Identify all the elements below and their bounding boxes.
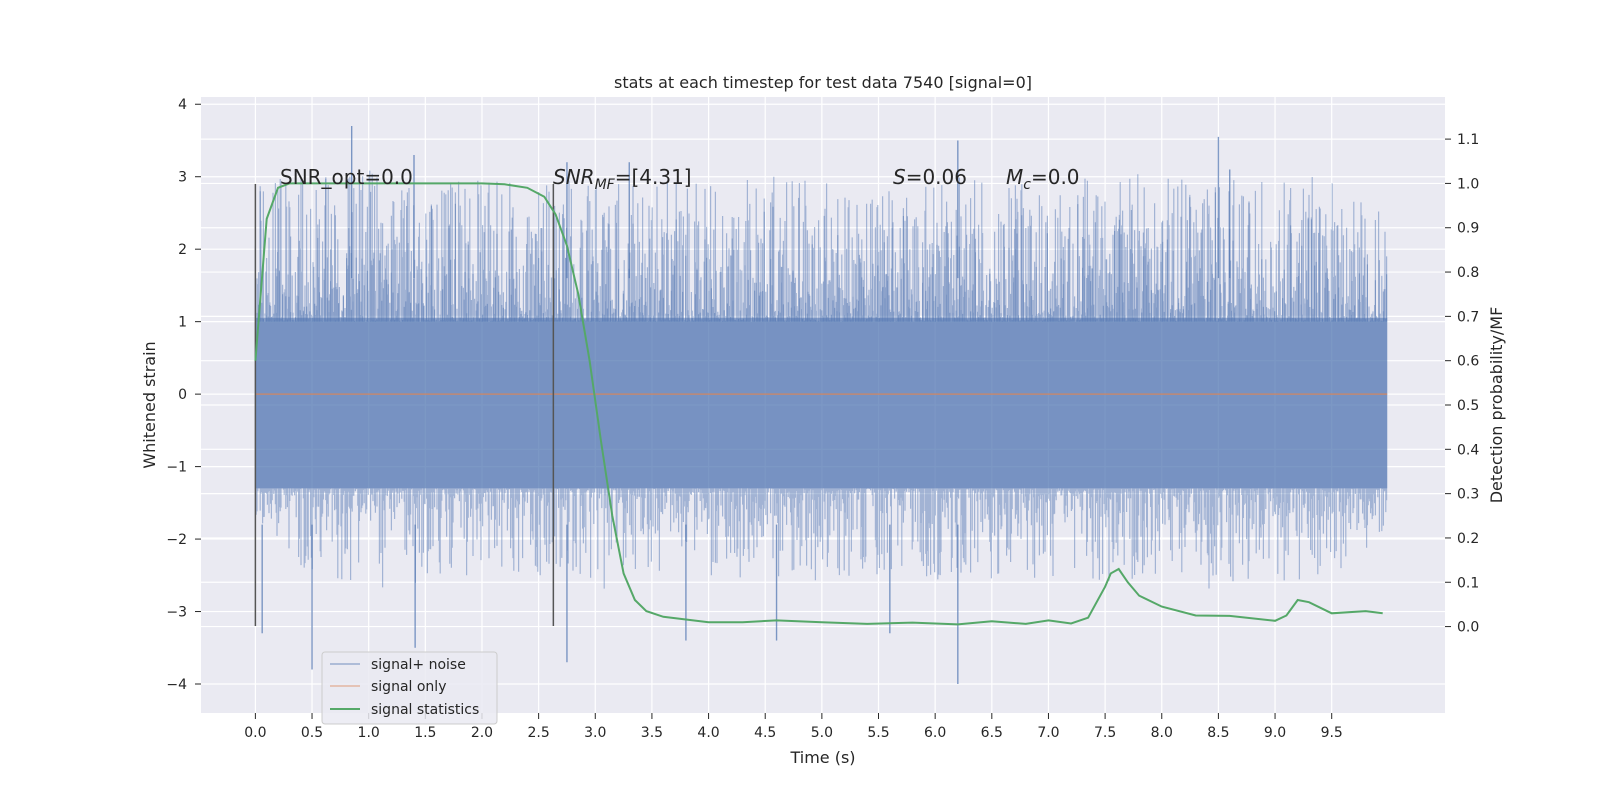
y-tick-label-1: 3 [178,170,187,186]
x-tick-label-19: 9.5 [1321,725,1343,741]
x-tick-label-15: 7.5 [1094,725,1116,741]
y-tick-label-8: −4 [166,677,187,693]
x-tick-label-14: 7.0 [1037,725,1059,741]
y2-tick-label-11: 0.0 [1457,620,1479,636]
y-tick-label-6: −2 [166,532,187,548]
y-tick-label-5: −1 [166,460,187,476]
y2-tick-label-7: 0.4 [1457,442,1479,458]
mc-value: =0.0 [1031,165,1080,189]
y2-tick-label-4: 0.7 [1457,309,1479,325]
x-tick-label-1: 0.5 [301,725,323,741]
legend-label-signal-noise: signal+ noise [371,657,466,673]
x-tick-label-16: 8.0 [1151,725,1173,741]
x-tick-label-6: 3.0 [584,725,606,741]
legend: signal+ noise signal only signal statist… [321,651,498,725]
y2-tick-label-2: 0.9 [1457,221,1479,237]
legend-label-signal-statistics: signal statistics [371,702,479,718]
x-tick-label-7: 3.5 [641,725,663,741]
legend-label-signal-only: signal only [371,679,446,695]
x-axis-label: Time (s) [789,748,855,767]
noise-trace-upper [256,176,1388,322]
y2-tick-label-9: 0.2 [1457,531,1479,547]
y-tick-label-0: 4 [178,97,187,113]
marker-lines [254,183,555,627]
snr-mf-value: =[4.31] [615,165,692,189]
chart-title: stats at each timestep for test data 754… [614,73,1032,92]
snr-mf-symbol: SNR [553,165,595,189]
y-tick-label-2: 2 [178,242,187,258]
annotation-snr-opt: SNR_opt=0.0 [280,165,413,189]
y2-tick-label-3: 0.8 [1457,265,1479,281]
y2-tick-label-5: 0.6 [1457,354,1479,370]
axis-ticks: 0.0 0.5 1.0 1.5 2.0 2.5 3.0 3.5 4.0 4.5 5.0 5.5 6.0 6… [166,97,1479,741]
y-tick-label-4: 0 [178,387,187,403]
x-tick-label-17: 8.5 [1207,725,1229,741]
annotation-snr-mf: SNRMF=[4.31] [553,165,692,193]
x-tick-label-13: 6.5 [981,725,1003,741]
legend-box [321,651,498,725]
x-tick-label-11: 5.5 [867,725,889,741]
mc-subscript: c [1023,177,1031,193]
snr-mf-subscript: MF [595,177,616,193]
x-tick-label-0: 0.0 [244,725,266,741]
x-tick-label-9: 4.5 [754,725,776,741]
signal-statistics-line [254,182,1383,626]
y-tick-label-3: 1 [178,315,187,331]
noise-series [254,125,1388,685]
x-tick-label-8: 4.0 [697,725,719,741]
y2-tick-label-1: 1.0 [1457,176,1479,192]
y2-tick-label-0: 1.1 [1457,132,1479,148]
mc-symbol: M [1006,165,1023,189]
y-axis-label: Whitened strain [140,341,159,468]
y2-tick-label-10: 0.1 [1457,575,1479,591]
y2-tick-label-8: 0.3 [1457,487,1479,503]
x-tick-label-5: 2.5 [527,725,549,741]
x-tick-label-2: 1.0 [358,725,380,741]
annotation-mc: Mc=0.0 [1006,165,1080,193]
x-tick-label-4: 2.0 [471,725,493,741]
x-tick-label-18: 9.0 [1264,725,1286,741]
x-tick-label-12: 6.0 [924,725,946,741]
y2-tick-label-6: 0.5 [1457,398,1479,414]
s-value: =0.06 [906,165,967,189]
signal-statistics-series [254,182,1383,626]
y-tick-label-7: −3 [166,605,187,621]
x-tick-label-10: 5.0 [811,725,833,741]
x-tick-label-3: 1.5 [414,725,436,741]
s-symbol: S [893,165,906,189]
noise-core-band [255,318,1388,489]
y2-axis-label: Detection probability/MF [1487,307,1506,504]
annotation-s: S=0.06 [893,165,967,189]
